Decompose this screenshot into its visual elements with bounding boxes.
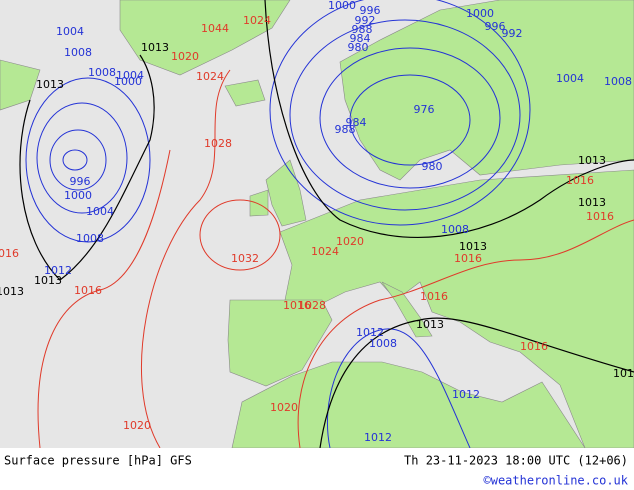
land xyxy=(0,0,634,449)
isobars xyxy=(19,0,634,449)
isobar-label: 1012 xyxy=(364,431,392,444)
isobar-label: 1016 xyxy=(586,210,614,223)
isobar-label: 1008 xyxy=(369,337,397,350)
isobar-label: 988 xyxy=(352,23,373,36)
isobar-label: 1013 xyxy=(416,318,444,331)
isobar-label: 1028 xyxy=(204,137,232,150)
isobar-label: 984 xyxy=(346,116,367,129)
isobar-label: 980 xyxy=(422,160,443,173)
isobar-label: 1013 xyxy=(36,78,64,91)
time-label: Th 23-11-2023 18:00 UTC (12+06) xyxy=(404,454,628,468)
isobar-label: 1016 xyxy=(74,284,102,297)
isobar-label: 992 xyxy=(355,14,376,27)
isobar-label: 976 xyxy=(414,103,435,116)
isobar-label: 1013 xyxy=(0,285,24,298)
footer-bar xyxy=(0,448,634,490)
isobar-label: 1020 xyxy=(171,50,199,63)
isobar-label: 996 xyxy=(70,175,91,188)
isobar-label: 1044 xyxy=(201,22,229,35)
isobar-label: 1024 xyxy=(243,14,271,27)
credit-label: ©weatheronline.co.uk xyxy=(484,474,629,488)
product-label: Surface pressure [hPa] GFS xyxy=(4,454,192,468)
isobar-label: 1020 xyxy=(336,235,364,248)
isobar-label: 1016 xyxy=(566,174,594,187)
isobar-label: 996 xyxy=(360,4,381,17)
isobar-label: 1012 xyxy=(44,264,72,277)
isobar-label: 992 xyxy=(502,27,523,40)
isobar-label: 1016 xyxy=(283,299,311,312)
isobar-label: 1016 xyxy=(420,290,448,303)
isobar-label: 1000 xyxy=(114,75,142,88)
isobar-label: 984 xyxy=(350,32,371,45)
isobar-label: 1020 xyxy=(270,401,298,414)
isobar-label: 1016 xyxy=(520,340,548,353)
isobar-label: 1012 xyxy=(356,326,384,339)
isobar-label: 1020 xyxy=(123,419,151,432)
isobar-label: 1008 xyxy=(604,75,632,88)
isobar-label: 1000 xyxy=(466,7,494,20)
isobar-label: 1004 xyxy=(86,205,114,218)
isobar-label: 1016 xyxy=(454,252,482,265)
isobar-label: 980 xyxy=(348,41,369,54)
isobar-label: 1004 xyxy=(56,25,84,38)
isobar-label: 988 xyxy=(335,123,356,136)
isobar-label: 1024 xyxy=(196,70,224,83)
isobar-label: 1004 xyxy=(116,69,144,82)
isobar-label: 1000 xyxy=(64,189,92,202)
isobar-label: 1013 xyxy=(578,154,606,167)
isobar-label: 1016 xyxy=(0,247,19,260)
isobar-label: 1013 xyxy=(578,196,606,209)
isobar-label: 1013 xyxy=(141,41,169,54)
isobar-label: 1013 xyxy=(613,367,634,380)
isobar-label: 1008 xyxy=(64,46,92,59)
isobar-label: 1000 xyxy=(328,0,356,12)
isobar-label: 1004 xyxy=(556,72,584,85)
isobar-label: 1008 xyxy=(441,223,469,236)
isobar-label: 1028 xyxy=(298,299,326,312)
isobar-label: 1008 xyxy=(88,66,116,79)
isobar-label: 1013 xyxy=(459,240,487,253)
isobar-label: 996 xyxy=(485,20,506,33)
isobar-label: 1013 xyxy=(34,274,62,287)
isobar-label: 1012 xyxy=(452,388,480,401)
isobar-label: 1008 xyxy=(76,232,104,245)
isobar-label: 1024 xyxy=(311,245,339,258)
isobar-label: 1032 xyxy=(231,252,259,265)
